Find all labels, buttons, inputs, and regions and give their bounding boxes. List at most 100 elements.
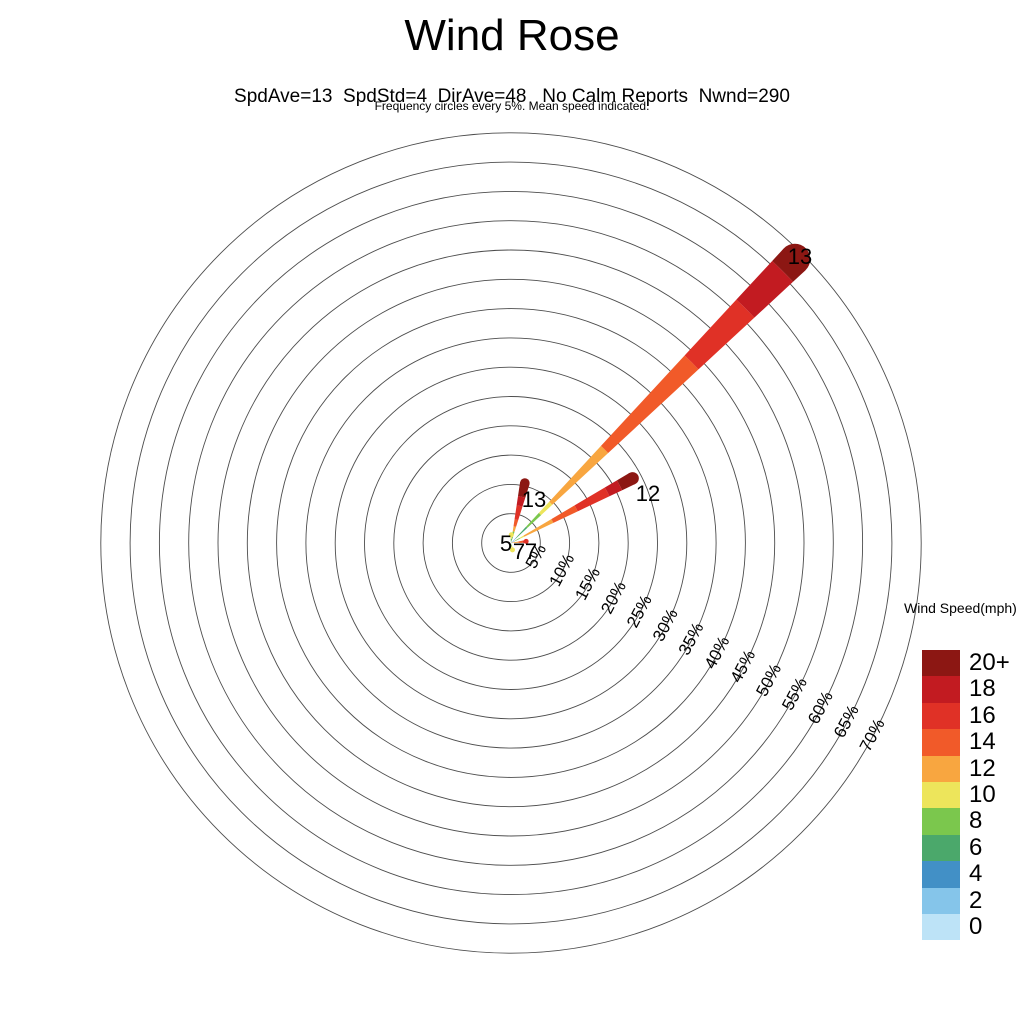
petal-segment (523, 519, 554, 537)
petal-segment (736, 260, 794, 318)
petal-mean-speed-label: 5 (500, 531, 512, 556)
legend-color-swatch (922, 676, 960, 703)
petal-segment (684, 299, 755, 370)
petal-mean-speed-label: 7 (525, 539, 537, 564)
petal-e-short (511, 538, 529, 544)
legend-color-swatch (922, 781, 960, 809)
frequency-note: Frequency circles every 5%. Mean speed i… (374, 99, 650, 113)
legend-entries: 20+ 18 16 14 12 10 8 6 4 2 0 (922, 649, 1015, 941)
petal-sse-tiny (509, 543, 515, 553)
legend-row: 2 (922, 886, 1015, 914)
petal-segment (549, 445, 609, 505)
ring-label: 40% (701, 633, 734, 672)
petal-segment (514, 505, 523, 521)
legend: Wind Speed(mph) 20+ 18 16 14 12 10 8 6 4 2 0 (904, 600, 1024, 941)
frequency-rings (100, 132, 922, 954)
petal-segment (511, 543, 513, 547)
legend-label: 10 (969, 780, 996, 808)
petal-segment (538, 501, 553, 516)
petal-segment (518, 540, 523, 543)
petal-labels-group: 13 13 12 5 7 7 (500, 244, 812, 564)
frequency-ring (364, 396, 658, 690)
petal-tip-cap (508, 532, 514, 538)
ring-label: 45% (727, 647, 760, 686)
petal-segment (600, 355, 699, 454)
legend-row: 16 (922, 701, 1015, 730)
petal-segment (511, 540, 515, 543)
petal-ene (511, 472, 639, 543)
page-title: Wind Rose (404, 11, 620, 60)
petal-segment (519, 535, 525, 539)
legend-label: 12 (969, 754, 996, 782)
legend-row: 18 (922, 675, 1015, 703)
petal-nne (511, 478, 530, 543)
legend-label: 20+ (969, 649, 1010, 676)
petal-segment (511, 537, 517, 543)
ring-label: 20% (597, 578, 630, 617)
ring-label: 15% (571, 564, 604, 603)
legend-label: 0 (969, 912, 983, 940)
frequency-ring (481, 513, 541, 573)
petal-segment (511, 541, 519, 543)
legend-row: 8 (922, 807, 1015, 835)
petal-segment (516, 496, 526, 507)
legend-title: Wind Speed(mph) (904, 600, 1017, 616)
petal-segment (513, 519, 519, 527)
petals-group (508, 243, 811, 553)
frequency-ring (158, 190, 864, 896)
frequency-ring (276, 308, 746, 778)
petal-ne-long (511, 243, 811, 543)
petal-tip-cap (523, 538, 529, 544)
legend-label: 8 (969, 807, 983, 835)
legend-row: 4 (922, 860, 1015, 888)
legend-row: 12 (922, 754, 1015, 782)
ring-label: 25% (623, 592, 656, 631)
legend-label: 18 (969, 675, 996, 703)
frequency-ring (305, 337, 717, 749)
legend-color-swatch (922, 913, 960, 941)
petal-segment (514, 537, 520, 542)
petal-tip-cap (626, 472, 639, 485)
ring-label: 30% (649, 606, 682, 645)
petal-segment (574, 487, 610, 512)
ring-label: 50% (752, 661, 785, 700)
legend-color-swatch (922, 887, 960, 914)
frequency-ring (188, 220, 834, 866)
frequency-ring (422, 454, 600, 632)
legend-color-swatch (922, 808, 960, 835)
legend-row: 0 (922, 912, 1015, 941)
petal-tip-cap (520, 478, 530, 488)
petal-tip-cap (779, 243, 811, 275)
legend-row: 6 (922, 833, 1015, 862)
frequency-ring (451, 483, 571, 603)
petal-mean-speed-label: 7 (513, 539, 525, 564)
ring-labels-group: 5%10%15%20%25%30%35%40%45%50%55%60%65%70… (522, 541, 889, 755)
legend-row: 20+ (922, 649, 1015, 677)
legend-label: 6 (969, 833, 983, 861)
petal-mean-speed-label: 13 (522, 487, 546, 512)
frequency-ring (100, 132, 922, 954)
petal-segment (515, 526, 528, 539)
legend-label: 14 (969, 728, 996, 756)
legend-label: 2 (969, 886, 983, 914)
legend-row: 10 (922, 780, 1015, 809)
ring-label: 60% (804, 688, 837, 727)
stats-summary: SpdAve=13 SpdStd=4 DirAve=48 No Calm Rep… (234, 86, 790, 107)
legend-row: 14 (922, 728, 1015, 756)
ring-label: 65% (830, 702, 863, 741)
frequency-ring (246, 278, 776, 808)
petal-segment (526, 512, 542, 528)
petal-segment (512, 526, 517, 532)
legend-label: 16 (969, 701, 996, 729)
legend-label: 4 (969, 860, 983, 888)
legend-color-swatch (922, 834, 960, 862)
legend-color-swatch (922, 650, 960, 677)
petal-n-tiny (508, 532, 514, 543)
ring-label: 55% (778, 674, 811, 713)
ring-label: 10% (545, 551, 578, 590)
petal-mean-speed-label: 12 (636, 481, 660, 506)
petal-segment (510, 538, 512, 543)
frequency-ring (129, 161, 893, 925)
